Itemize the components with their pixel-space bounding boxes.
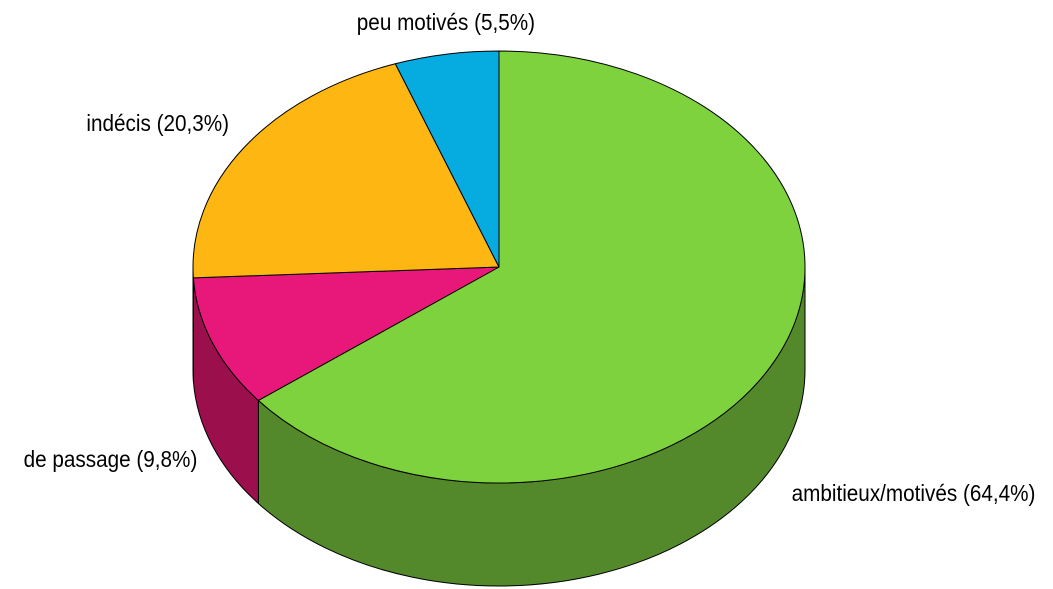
slice-label-indcis: indécis (20,3%) xyxy=(86,110,229,136)
slice-ambitieuxmotivs xyxy=(257,50,806,484)
slice-peu xyxy=(394,50,500,268)
pie-tops xyxy=(192,50,806,484)
slice-label-de: de passage (9,8%) xyxy=(24,446,198,472)
slice-label-peu: peu motivés (5,5%) xyxy=(357,9,535,35)
slice-label-ambitieuxmotivs: ambitieux/motivés (64,4%) xyxy=(792,480,1036,506)
slice-de xyxy=(192,266,500,401)
pie-labels: ambitieux/motivés (64,4%) de passage (9,8… xyxy=(24,9,1036,506)
